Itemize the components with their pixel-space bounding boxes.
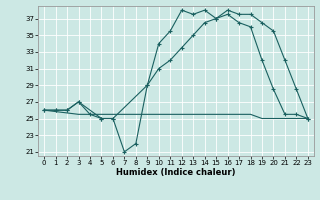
X-axis label: Humidex (Indice chaleur): Humidex (Indice chaleur) <box>116 168 236 177</box>
